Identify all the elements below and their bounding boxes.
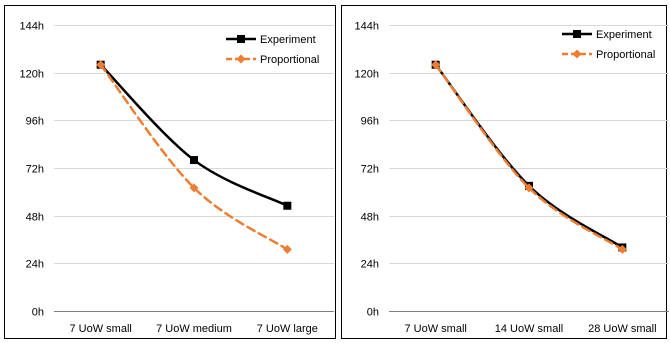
data-point <box>190 156 198 165</box>
gridlines <box>389 25 669 312</box>
data-point <box>617 244 627 254</box>
legend-label: Experiment <box>260 34 316 46</box>
chart-panel-left: 0h 24h 48h 72h 96h 120h 144h 7 UoW small 7 UoW m… <box>4 5 336 339</box>
y-tick-label: 24h <box>26 259 44 271</box>
y-tick-label: 120h <box>20 69 44 81</box>
legend-marker <box>237 35 245 43</box>
legend: Experiment Proportional <box>226 34 319 66</box>
data-point <box>282 244 292 254</box>
data-point <box>283 201 292 210</box>
legend-marker <box>573 30 581 38</box>
data-point <box>524 183 534 193</box>
y-tick-label: 48h <box>361 212 379 224</box>
y-tick-label: 96h <box>361 116 379 128</box>
data-point <box>431 60 441 70</box>
y-tick-label: 72h <box>361 164 379 176</box>
legend: Experiment Proportional <box>562 29 655 61</box>
y-tick-label: 0h <box>32 307 44 319</box>
y-tick-label: 24h <box>361 259 379 271</box>
x-tick-label: 7 UoW medium <box>156 323 232 335</box>
x-tick-label: 14 UoW small <box>495 323 563 335</box>
legend-label: Experiment <box>596 29 652 41</box>
y-tick-label: 0h <box>367 307 379 319</box>
chart-panel-right: 0h 24h 48h 72h 96h 120h 144h 7 UoW small 14 UoW … <box>341 5 669 339</box>
series-line <box>434 63 624 251</box>
x-tick-label: 7 UoW large <box>257 323 318 335</box>
series-proportional <box>431 60 627 254</box>
y-tick-label: 72h <box>26 164 44 176</box>
legend-label: Proportional <box>596 49 655 61</box>
y-tick-label: 120h <box>355 69 379 81</box>
gridlines <box>54 25 334 312</box>
data-point <box>189 183 199 193</box>
legend-label: Proportional <box>260 54 319 66</box>
y-tick-label: 144h <box>20 21 44 33</box>
y-tick-label: 144h <box>355 21 379 33</box>
data-point <box>96 60 106 70</box>
legend-marker <box>572 49 582 59</box>
x-tick-label: 7 UoW small <box>404 323 466 335</box>
chart-frame <box>4 5 336 339</box>
series-line <box>99 63 289 251</box>
legend-marker <box>236 54 246 64</box>
y-tick-label: 48h <box>26 212 44 224</box>
x-tick-label: 28 UoW small <box>588 323 656 335</box>
x-tick-label: 7 UoW small <box>69 323 131 335</box>
chart-frame <box>341 5 667 339</box>
y-tick-label: 96h <box>26 116 44 128</box>
series-proportional <box>96 60 292 254</box>
